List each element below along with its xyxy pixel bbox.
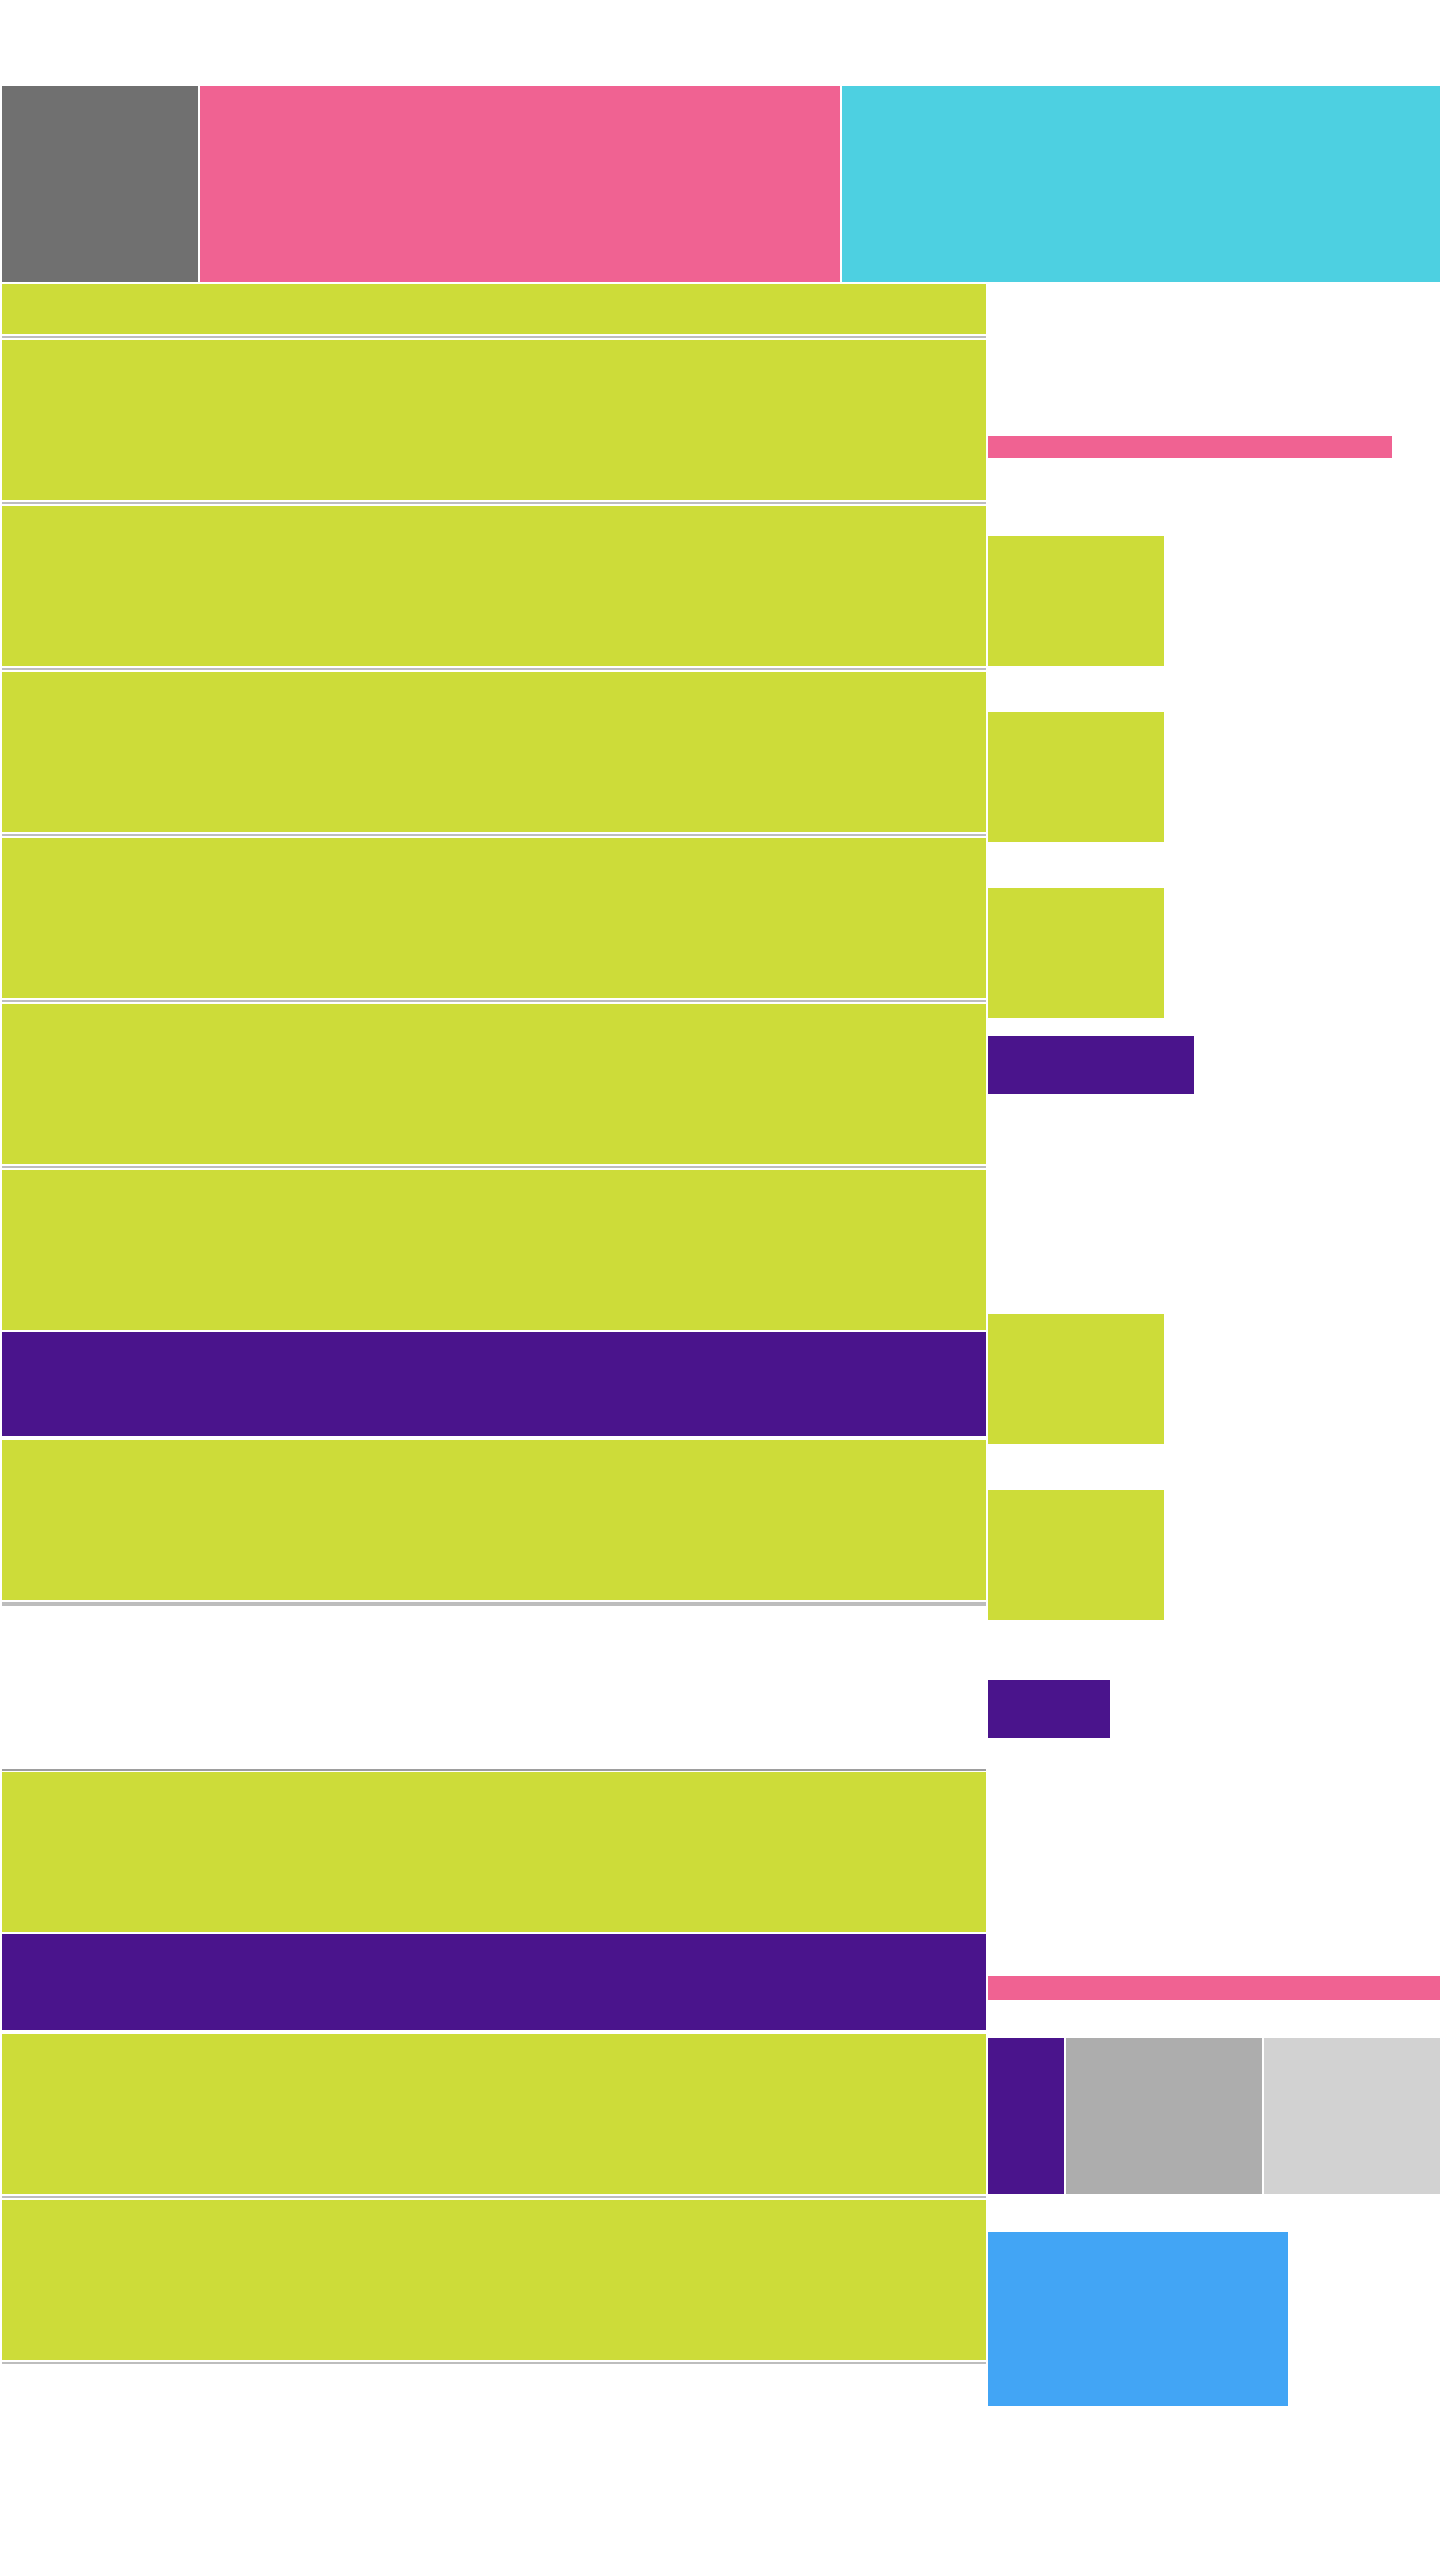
list-divider <box>2 1769 986 1771</box>
list-row[interactable] <box>2 284 986 338</box>
header-avatar-block[interactable] <box>2 86 198 282</box>
sidebar-heading-bar <box>988 436 1392 458</box>
list-row[interactable] <box>2 2200 986 2364</box>
sidebar-secondary-button[interactable] <box>988 1680 1110 1738</box>
list-row-highlighted[interactable] <box>2 1332 986 1436</box>
sidebar-card[interactable] <box>988 536 1164 666</box>
sidebar-tile-purple[interactable] <box>988 2038 1064 2194</box>
list-row[interactable] <box>2 1170 986 1330</box>
list-row[interactable] <box>2 838 986 1002</box>
sidebar-card[interactable] <box>988 888 1164 1018</box>
list-row-highlighted[interactable] <box>2 1934 986 2030</box>
list-row[interactable] <box>2 1772 986 1932</box>
sidebar-action-card[interactable] <box>988 2232 1288 2406</box>
header-banner-block[interactable] <box>842 86 1440 282</box>
list-divider <box>2 1604 986 1606</box>
sidebar-card[interactable] <box>988 1314 1164 1444</box>
header-title-block[interactable] <box>200 86 840 282</box>
list-row[interactable] <box>2 1440 986 1604</box>
sidebar-card[interactable] <box>988 1490 1164 1620</box>
sidebar-card[interactable] <box>988 712 1164 842</box>
list-row[interactable] <box>2 1004 986 1168</box>
list-row[interactable] <box>2 2034 986 2198</box>
list-row[interactable] <box>2 672 986 836</box>
sidebar-primary-button[interactable] <box>988 1036 1194 1094</box>
sidebar-tile-gray[interactable] <box>1066 2038 1262 2194</box>
list-row[interactable] <box>2 506 986 670</box>
sidebar-tile-light[interactable] <box>1264 2038 1440 2194</box>
list-row[interactable] <box>2 340 986 504</box>
sidebar-footer-bar <box>988 1976 1440 2000</box>
